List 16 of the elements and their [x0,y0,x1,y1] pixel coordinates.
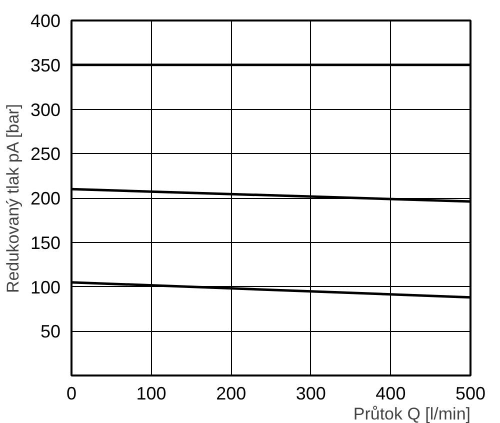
x-tick-label: 200 [216,384,246,404]
y-axis-title: Redukovaný tlak pA [bar] [3,104,22,293]
y-tick-label: 350 [30,55,61,76]
x-axis-title: Průtok Q [l/min] [353,404,470,423]
x-tick-label: 300 [296,384,326,404]
y-tick-label: 200 [30,188,61,208]
y-tick-label: 150 [30,232,61,253]
y-tick-label: 100 [30,277,61,298]
y-tick-label: 50 [40,322,61,342]
x-tick-label: 100 [136,384,166,404]
x-tick-label: 500 [455,384,486,404]
x-tick-label: 0 [66,384,77,404]
y-tick-label: 250 [30,144,61,164]
x-tick-label: 400 [376,384,406,404]
y-tick-label: 400 [30,11,61,31]
y-tick-label: 300 [30,100,61,120]
